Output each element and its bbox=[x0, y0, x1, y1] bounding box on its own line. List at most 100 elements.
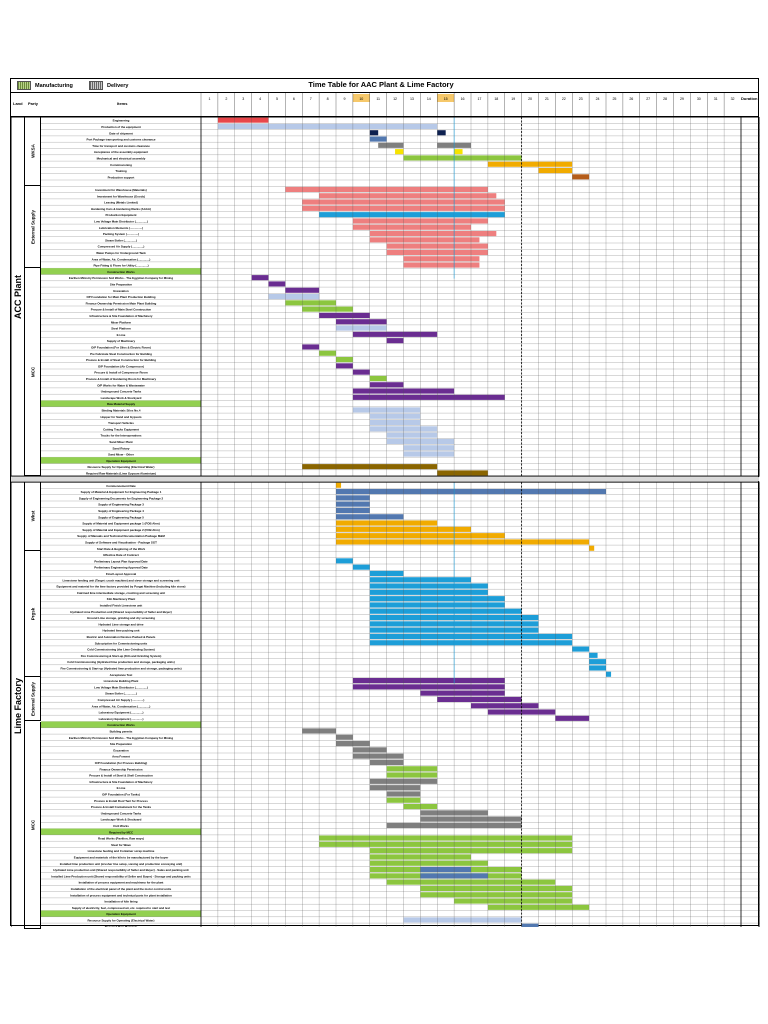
schedule-bar bbox=[352, 753, 404, 759]
task-label: Area Foment bbox=[112, 755, 130, 759]
task-label: Resource Supply for Operating (Electrica… bbox=[87, 919, 154, 923]
task-label: Supply of Engineering Documents for Engi… bbox=[79, 496, 164, 500]
month-number: 2 bbox=[225, 97, 227, 101]
task-label: Mechanical and electrical assembly bbox=[97, 157, 146, 161]
month-number: 6 bbox=[293, 97, 295, 101]
party-label: External Supply bbox=[25, 677, 41, 722]
schedule-bar bbox=[437, 470, 488, 476]
month-number: 32 bbox=[731, 97, 735, 101]
month-number: 11 bbox=[376, 97, 380, 101]
schedule-bar bbox=[420, 867, 471, 873]
task-label: Cold Commissioning (the Lime Grinding Sy… bbox=[87, 648, 154, 652]
schedule-bar bbox=[386, 766, 438, 772]
task-label: Cold Commissioning (Hydrated lime produc… bbox=[67, 660, 174, 664]
task-label: Sand Rotary bbox=[112, 446, 129, 450]
schedule-bar bbox=[352, 369, 370, 375]
party-label: MCC bbox=[25, 268, 41, 477]
task-label: Ground Lime storage, grinding and dry sc… bbox=[87, 616, 155, 620]
schedule-bar bbox=[369, 589, 488, 595]
month-number: 23 bbox=[579, 97, 583, 101]
task-label: Earthen Ministry Permission Soil Works -… bbox=[69, 736, 173, 740]
schedule-bar bbox=[454, 898, 573, 904]
month-header: 1 2 3 4 5 6 7 8 9 10 11 12 13 14 15 16 17 18 19 20 21 22 23 24 2… bbox=[200, 93, 735, 116]
task-label: Trucks for the Interoperations bbox=[101, 434, 142, 438]
schedule-bar bbox=[369, 785, 421, 791]
task-label: Procure & Install Roof Tent for Process bbox=[94, 799, 148, 803]
task-label: Excavation bbox=[113, 289, 128, 293]
month-number: 24 bbox=[596, 97, 600, 101]
month-highlight bbox=[437, 94, 455, 102]
task-label: Equipment and materials of the kiln to b… bbox=[74, 856, 169, 860]
task-label: Procure & Install of Steel Construction … bbox=[86, 358, 156, 362]
task-label: Limestone feeding unit (Target: crush ma… bbox=[63, 578, 180, 582]
task-label: Transport Vehicles bbox=[108, 421, 134, 425]
schedule-bar bbox=[572, 174, 590, 180]
party-label: WKSA bbox=[25, 117, 41, 187]
items-column-header: Items bbox=[117, 101, 128, 106]
task-label: Hydrated Lime production unit (Shared re… bbox=[53, 868, 188, 872]
task-label: Infrastructure & Site Foundation of Mach… bbox=[90, 780, 153, 784]
schedule-bar bbox=[319, 212, 505, 218]
schedule-bar bbox=[251, 275, 269, 281]
schedule-bar bbox=[352, 394, 505, 400]
schedule-bar bbox=[217, 117, 269, 123]
party-label: External Supply bbox=[25, 186, 41, 269]
task-label: Equipment and material for the lime fact… bbox=[57, 585, 186, 589]
schedule-bar bbox=[386, 432, 438, 438]
task-label: Finance Ownership Permission bbox=[99, 767, 142, 771]
land-column-header: Land bbox=[13, 101, 23, 106]
month-number: 8 bbox=[327, 97, 329, 101]
sheet-header: Manufacturing Delivery Time Table for AA… bbox=[11, 79, 758, 93]
schedule-bar bbox=[336, 325, 387, 331]
task-label: Port Package transporting and customs cl… bbox=[87, 138, 156, 142]
task-label: Steel for Wave bbox=[111, 843, 131, 847]
task-label: Engineering bbox=[113, 119, 130, 123]
block-border bbox=[11, 481, 760, 927]
task-label: Start Date & Beginning of the Work bbox=[97, 547, 146, 551]
task-label: Time for transport and customs clearance bbox=[92, 144, 150, 148]
schedule-bar bbox=[268, 281, 286, 287]
task-label: Pipe Fitting & Flows for Utility (......… bbox=[93, 264, 148, 268]
task-label: Operation Equipment bbox=[106, 459, 135, 463]
task-label: Finance Ownership Permission Main Plant … bbox=[86, 301, 157, 305]
task-label: Installation of process equipment and te… bbox=[70, 893, 172, 897]
task-label: Date of shipment bbox=[109, 131, 132, 135]
task-label: Water Pumps for Underground Tank bbox=[96, 251, 146, 255]
task-label: Final Layout Approval bbox=[106, 572, 136, 576]
month-number: 17 bbox=[477, 97, 481, 101]
month-number: 16 bbox=[461, 97, 465, 101]
schedule-bar bbox=[369, 608, 522, 614]
task-label: Leasing (Metals Limited) bbox=[104, 201, 138, 205]
schedule-bar bbox=[589, 652, 598, 658]
task-label: Procure & Install of Hardening Room for … bbox=[86, 377, 157, 381]
task-label: Building permits bbox=[110, 730, 133, 734]
task-label: Limestone Building Plant bbox=[104, 679, 139, 683]
schedule-bar bbox=[352, 564, 370, 570]
schedule-bar bbox=[369, 136, 387, 142]
schedule-bar bbox=[420, 885, 573, 891]
task-label: Investment for Warehouse (Goods) bbox=[97, 194, 145, 198]
schedule-bar bbox=[403, 917, 522, 923]
schedule-bar bbox=[268, 294, 320, 300]
month-number: 14 bbox=[427, 97, 431, 101]
schedule-bar bbox=[420, 892, 573, 898]
task-label: Production Equipment bbox=[106, 213, 137, 217]
task-label: Hardening Cars & Hardening Racks (AAAA) bbox=[91, 207, 151, 211]
schedule-bar bbox=[336, 558, 353, 564]
task-label: Supply of Software and Visualisation - P… bbox=[85, 541, 157, 545]
task-label: Hydrated Lime Production unit (Shared re… bbox=[70, 610, 172, 614]
schedule-bar bbox=[369, 237, 480, 243]
schedule-bar bbox=[437, 696, 522, 702]
land-label: ACC Plant bbox=[11, 117, 25, 477]
schedule-bar bbox=[395, 149, 404, 155]
schedule-bar bbox=[521, 923, 539, 927]
task-label: Fire Commissioning & Start-up (Kiln and … bbox=[81, 654, 162, 658]
task-label: Fire Commissioning & Start-up (Hydrated … bbox=[60, 667, 181, 671]
task-label: Earthen Ministry Permission Soil Works -… bbox=[69, 276, 173, 280]
task-label: Supply of Engineering Package 3 bbox=[98, 503, 144, 507]
schedule-bar bbox=[403, 451, 455, 457]
task-label: Procure & Install of Steel & Shell Const… bbox=[89, 774, 153, 778]
schedule-bar bbox=[336, 539, 590, 545]
task-label: Hydrated Lime storage and drive bbox=[99, 622, 144, 626]
task-label: Preliminary Layout Plan Approval Date bbox=[94, 559, 148, 563]
